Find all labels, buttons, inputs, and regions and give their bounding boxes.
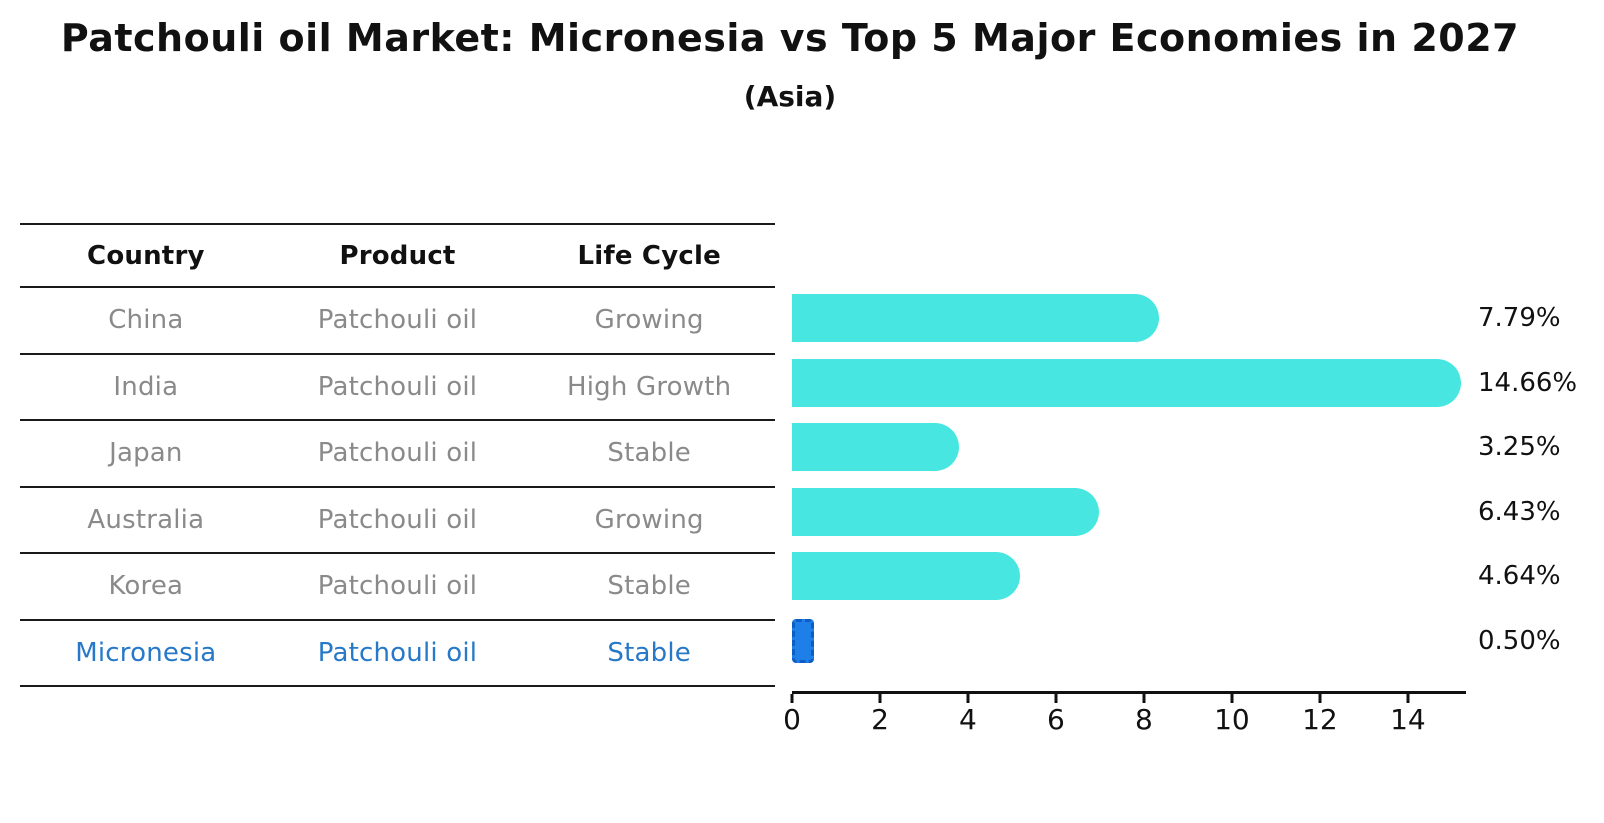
- country-cell: Korea: [108, 571, 184, 602]
- bar-row: [792, 286, 1466, 351]
- country-cell: China: [108, 305, 184, 336]
- value-labels: 7.79% 14.66% 3.25% 6.43% 4.64% 0.50%: [1478, 286, 1604, 673]
- x-tick-label: 8: [1135, 703, 1153, 736]
- x-tick: [878, 694, 882, 703]
- x-tick: [1318, 694, 1322, 703]
- country-table: Country Product Life Cycle China Patchou…: [20, 223, 775, 687]
- bar-row: [792, 415, 1466, 480]
- bar-korea: [792, 552, 1021, 601]
- bar-row: [792, 609, 1466, 674]
- life-cycle-cell: Stable: [607, 438, 691, 469]
- col-header-life-cycle: Life Cycle: [577, 240, 721, 271]
- table-header-row: Country Product Life Cycle: [20, 225, 775, 288]
- value-label-row: 3.25%: [1478, 415, 1604, 480]
- value-label-australia: 6.43%: [1478, 496, 1561, 527]
- chart-subtitle: (Asia): [743, 80, 837, 113]
- table-row-australia: Australia Patchouli oil Growing: [20, 488, 775, 554]
- x-tick-label: 4: [959, 703, 977, 736]
- product-cell: Patchouli oil: [317, 504, 478, 535]
- x-tick: [1142, 694, 1146, 703]
- x-tick-label: 2: [871, 703, 889, 736]
- x-tick-label: 10: [1214, 703, 1250, 736]
- bar-india: [792, 358, 1461, 407]
- col-header-product: Product: [339, 240, 456, 271]
- x-axis-line: [792, 691, 1466, 694]
- table-row-china: China Patchouli oil Growing: [20, 288, 775, 355]
- value-label-korea: 4.64%: [1478, 561, 1561, 592]
- bar-australia: [792, 487, 1099, 536]
- bar-row: [792, 544, 1466, 609]
- value-label-row: 4.64%: [1478, 544, 1604, 609]
- life-cycle-cell: Growing: [594, 504, 704, 535]
- x-tick-label: 12: [1302, 703, 1338, 736]
- bar-row: [792, 480, 1466, 545]
- product-cell: Patchouli oil: [317, 637, 478, 668]
- chart-title: Patchouli oil Market: Micronesia vs Top …: [60, 16, 1520, 60]
- bar-plot: [792, 286, 1466, 673]
- country-cell: India: [113, 371, 179, 402]
- bar-row: [792, 351, 1466, 416]
- life-cycle-cell: High Growth: [567, 371, 732, 402]
- value-label-row: 0.50%: [1478, 609, 1604, 674]
- x-tick: [1230, 694, 1234, 703]
- life-cycle-cell: Stable: [607, 571, 691, 602]
- table-row-japan: Japan Patchouli oil Stable: [20, 421, 775, 488]
- life-cycle-cell: Growing: [594, 305, 704, 336]
- product-cell: Patchouli oil: [317, 571, 478, 602]
- life-cycle-cell: Stable: [607, 637, 691, 668]
- x-tick: [790, 694, 794, 703]
- value-label-india: 14.66%: [1478, 367, 1578, 398]
- x-tick: [1054, 694, 1058, 703]
- value-label-row: 6.43%: [1478, 480, 1604, 545]
- x-tick: [1406, 694, 1410, 703]
- value-label-micronesia: 0.50%: [1478, 625, 1561, 656]
- country-cell: Micronesia: [75, 637, 217, 668]
- country-cell: Australia: [87, 504, 205, 535]
- bar-china: [792, 294, 1159, 343]
- table-row-micronesia: Micronesia Patchouli oil Stable: [20, 621, 775, 687]
- x-tick: [966, 694, 970, 703]
- x-tick-label: 0: [783, 703, 801, 736]
- product-cell: Patchouli oil: [317, 371, 478, 402]
- country-cell: Japan: [109, 438, 183, 469]
- x-tick-label: 6: [1047, 703, 1065, 736]
- table-row-india: India Patchouli oil High Growth: [20, 355, 775, 421]
- table-row-korea: Korea Patchouli oil Stable: [20, 554, 775, 621]
- x-tick-label: 14: [1390, 703, 1426, 736]
- product-cell: Patchouli oil: [317, 305, 478, 336]
- value-label-china: 7.79%: [1478, 303, 1561, 334]
- bar-japan: [792, 423, 959, 472]
- col-header-country: Country: [87, 240, 205, 271]
- value-label-row: 7.79%: [1478, 286, 1604, 351]
- value-label-row: 14.66%: [1478, 351, 1604, 416]
- value-label-japan: 3.25%: [1478, 432, 1561, 463]
- bar-micronesia: [792, 618, 814, 663]
- product-cell: Patchouli oil: [317, 438, 478, 469]
